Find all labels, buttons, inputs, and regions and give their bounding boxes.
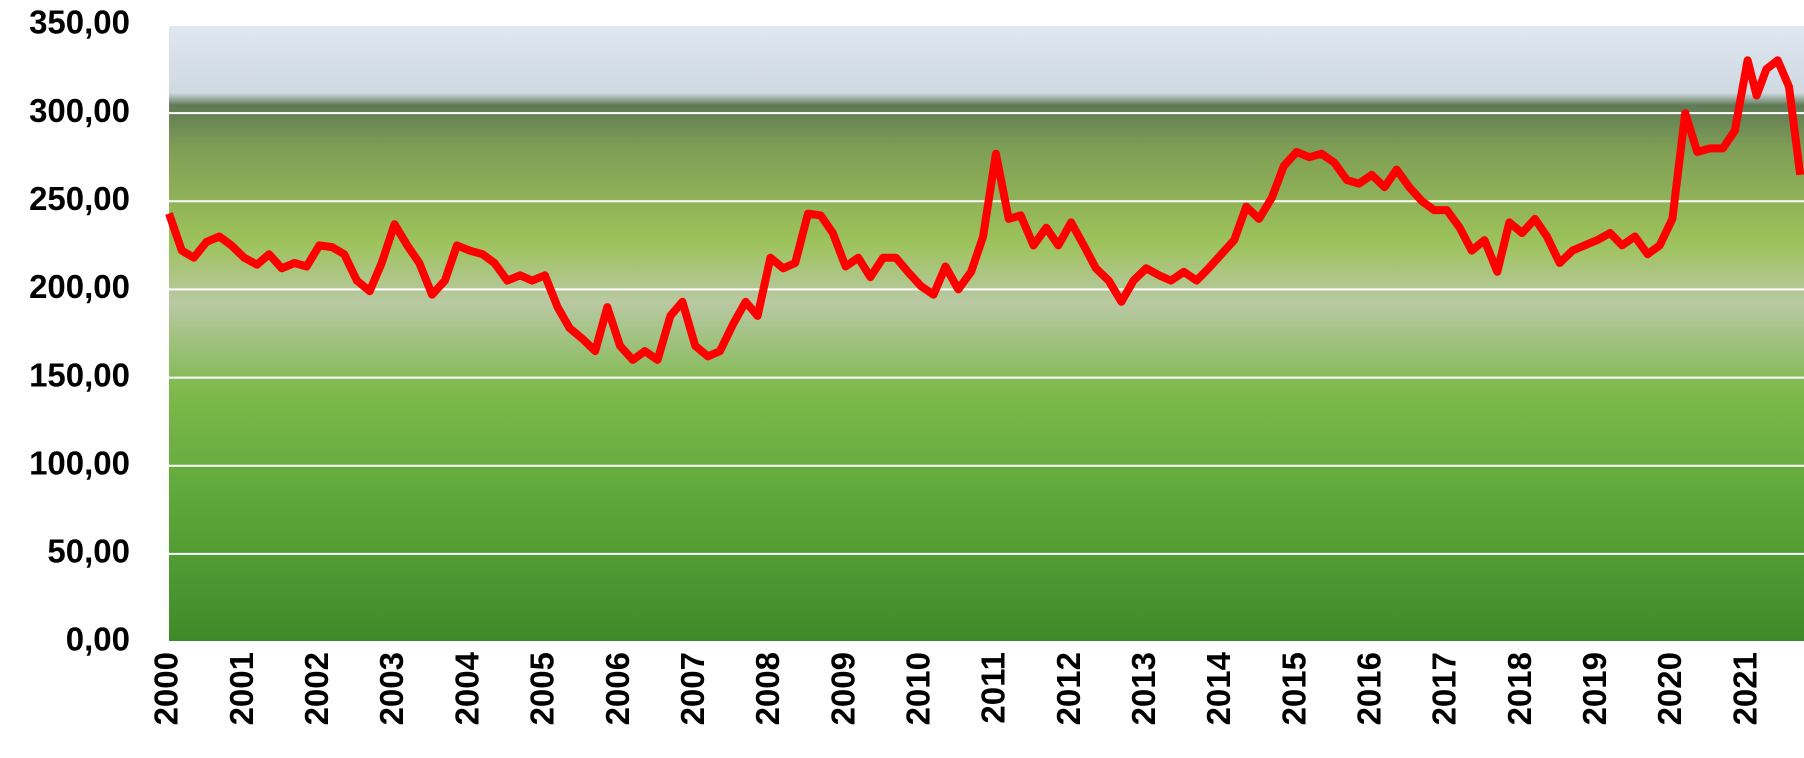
x-tick-label: 2012 <box>1050 652 1087 725</box>
x-tick-label: 2006 <box>599 652 636 725</box>
x-tick-label: 2011 <box>975 652 1012 724</box>
x-tick-label: 2009 <box>824 652 861 725</box>
y-tick-label: 250,00 <box>29 180 130 217</box>
y-tick-label: 300,00 <box>29 92 130 129</box>
x-tick-label: 2016 <box>1350 652 1387 725</box>
x-tick-label: 2005 <box>524 652 561 725</box>
y-tick-label: 50,00 <box>47 533 130 570</box>
background-photo <box>169 25 1804 642</box>
x-tick-label: 2018 <box>1501 652 1538 725</box>
x-tick-label: 2008 <box>749 652 786 725</box>
x-tick-label: 2000 <box>148 652 185 725</box>
x-tick-label: 2017 <box>1426 652 1463 725</box>
y-tick-label: 100,00 <box>29 444 130 481</box>
x-tick-label: 2010 <box>899 652 936 725</box>
x-tick-label: 2001 <box>223 652 260 725</box>
y-tick-label: 350,00 <box>29 4 130 41</box>
x-tick-label: 2007 <box>674 652 711 725</box>
x-tick-label: 2021 <box>1726 652 1763 725</box>
x-tick-label: 2020 <box>1651 652 1688 725</box>
y-tick-label: 200,00 <box>29 268 130 305</box>
x-tick-label: 2013 <box>1125 652 1162 725</box>
x-tick-label: 2003 <box>373 652 410 725</box>
x-tick-label: 2002 <box>298 652 335 725</box>
x-tick-label: 2014 <box>1200 651 1237 725</box>
x-tick-label: 2015 <box>1275 652 1312 725</box>
y-tick-label: 0,00 <box>66 621 130 658</box>
x-tick-label: 2004 <box>448 651 485 725</box>
y-tick-label: 150,00 <box>29 356 130 393</box>
x-tick-label: 2019 <box>1576 652 1613 725</box>
chart: 0,00 50,00 100,00 150,00 200,00 250,00 300,00 3… <box>0 0 1804 758</box>
